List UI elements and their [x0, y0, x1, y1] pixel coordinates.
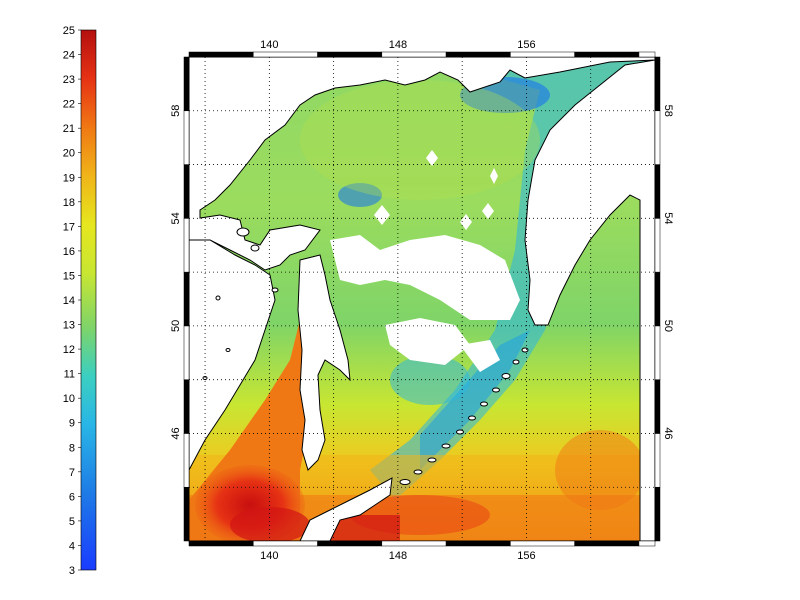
lon-label-top: 148 [389, 39, 407, 51]
border-segment [381, 540, 447, 547]
border-segment [381, 51, 447, 58]
border-segment [654, 164, 661, 219]
graticule [189, 57, 655, 541]
border-segment [253, 540, 318, 547]
border-segment [510, 540, 575, 547]
colorbar-tick-label: 20 [63, 148, 75, 160]
map-panel: 140 140 148 148 156 156 46 46 50 50 54 54 58 58 [170, 39, 674, 562]
colorbar-tick-label: 10 [63, 393, 75, 405]
axis-labels: 140 140 148 148 156 156 46 46 50 50 54 54 58 58 [170, 39, 674, 562]
colorbar-tick-label: 12 [63, 344, 75, 356]
colorbar-tick-label: 23 [63, 74, 75, 86]
border-segment [183, 164, 190, 219]
lon-label-top: 140 [260, 39, 278, 51]
lat-label-right: 58 [662, 105, 674, 117]
colorbar-tick-label: 17 [63, 221, 75, 233]
colorbar-tick-label: 5 [69, 516, 75, 528]
border-segment [183, 271, 190, 327]
colorbar-tick-label: 24 [63, 50, 75, 62]
border-segment [654, 218, 661, 273]
border-segment [183, 110, 190, 165]
border-segment [183, 56, 190, 112]
border-segment [654, 271, 661, 327]
border-segment [188, 51, 254, 58]
colorbar-tick-label: 13 [63, 320, 75, 332]
border-segment [510, 51, 575, 58]
lon-label-bottom: 140 [260, 550, 278, 562]
colorbar-tick-label: 3 [69, 565, 75, 577]
colorbar-tick-label: 9 [69, 418, 75, 430]
border-segment [654, 433, 661, 488]
colorbar-tick-label: 11 [64, 369, 75, 381]
border-segment [574, 51, 640, 58]
lat-label-right: 50 [662, 320, 674, 332]
colorbar: 3 4 5 6 7 8 9 10 11 12 13 14 15 16 17 18 19 20 21 22 23 24 25 [63, 25, 97, 577]
colorbar-ticks: 3 4 5 6 7 8 9 10 11 12 13 14 15 16 17 18 19 20 21 22 23 24 25 [63, 25, 81, 577]
lat-label-right: 54 [662, 212, 674, 224]
border-segment [445, 540, 511, 547]
border-segment [574, 540, 640, 547]
border-segment [317, 51, 383, 58]
border-segment [638, 51, 656, 58]
colorbar-tick-label: 6 [69, 491, 75, 503]
colorbar-tick-label: 4 [69, 540, 75, 552]
border-segment [654, 325, 661, 380]
lon-label-bottom: 156 [517, 550, 535, 562]
border-segment [654, 486, 661, 542]
border-segment [654, 56, 661, 112]
lat-label-right: 46 [662, 427, 674, 439]
lat-label-left: 54 [170, 212, 182, 224]
border-segment [654, 110, 661, 165]
colorbar-tick-label: 25 [63, 25, 75, 37]
land-masses [188, 56, 656, 542]
border-segment [654, 379, 661, 434]
border-segment [183, 486, 190, 542]
border-segment [183, 325, 190, 380]
colorbar-tick-label: 19 [63, 172, 75, 184]
colorbar-tick-label: 16 [63, 246, 75, 258]
border-segment [445, 51, 511, 58]
map-border-scale [183, 51, 661, 547]
colorbar-tick-label: 7 [69, 467, 75, 479]
border-segment [183, 218, 190, 273]
border-segment [317, 540, 383, 547]
lat-label-left: 46 [170, 427, 182, 439]
colorbar-ramp [80, 29, 97, 571]
colorbar-tick-label: 18 [63, 197, 75, 209]
border-segment [188, 540, 254, 547]
border-segment [183, 379, 190, 434]
colorbar-tick-label: 15 [63, 270, 75, 282]
colorbar-tick-label: 21 [63, 123, 75, 135]
lon-label-bottom: 148 [389, 550, 407, 562]
colorbar-tick-label: 14 [63, 295, 75, 307]
border-segment [638, 540, 656, 547]
lat-label-left: 58 [170, 105, 182, 117]
kuril-islands [399, 347, 529, 485]
colorbar-tick-label: 22 [63, 99, 75, 111]
border-segment [253, 51, 318, 58]
colorbar-tick-label: 8 [69, 442, 75, 454]
border-segment [183, 433, 190, 488]
missing-data-patches [330, 150, 520, 372]
lat-label-left: 50 [170, 320, 182, 332]
lon-label-top: 156 [517, 39, 535, 51]
